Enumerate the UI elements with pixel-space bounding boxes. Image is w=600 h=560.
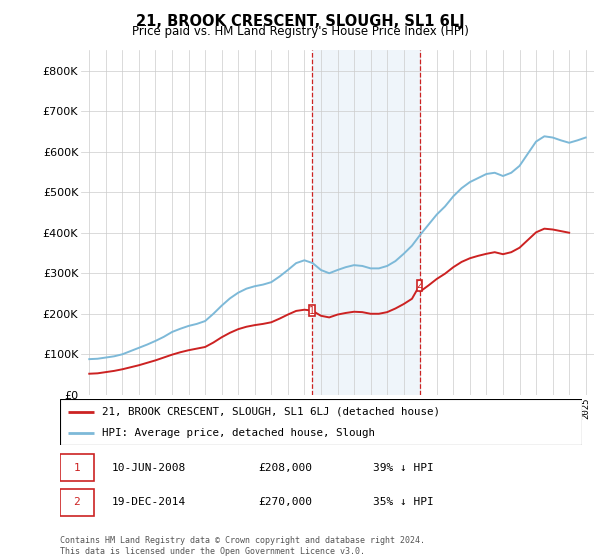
Text: 35% ↓ HPI: 35% ↓ HPI — [373, 497, 434, 507]
Text: £270,000: £270,000 — [259, 497, 313, 507]
Text: Contains HM Land Registry data © Crown copyright and database right 2024.
This d: Contains HM Land Registry data © Crown c… — [60, 536, 425, 556]
Bar — [416, 280, 422, 291]
Bar — [60, 489, 94, 516]
Text: 1: 1 — [74, 463, 80, 473]
Bar — [309, 305, 314, 316]
Bar — [60, 454, 94, 482]
Text: £208,000: £208,000 — [259, 463, 313, 473]
Text: Price paid vs. HM Land Registry's House Price Index (HPI): Price paid vs. HM Land Registry's House … — [131, 25, 469, 38]
Text: 2: 2 — [74, 497, 80, 507]
Text: 10-JUN-2008: 10-JUN-2008 — [112, 463, 187, 473]
Text: 21, BROOK CRESCENT, SLOUGH, SL1 6LJ (detached house): 21, BROOK CRESCENT, SLOUGH, SL1 6LJ (det… — [102, 407, 440, 417]
Text: 2: 2 — [416, 281, 422, 291]
Text: 19-DEC-2014: 19-DEC-2014 — [112, 497, 187, 507]
Text: 21, BROOK CRESCENT, SLOUGH, SL1 6LJ: 21, BROOK CRESCENT, SLOUGH, SL1 6LJ — [136, 14, 464, 29]
Text: 1: 1 — [309, 306, 314, 315]
Text: 39% ↓ HPI: 39% ↓ HPI — [373, 463, 434, 473]
Bar — [311, 50, 419, 395]
Text: HPI: Average price, detached house, Slough: HPI: Average price, detached house, Slou… — [102, 428, 375, 438]
